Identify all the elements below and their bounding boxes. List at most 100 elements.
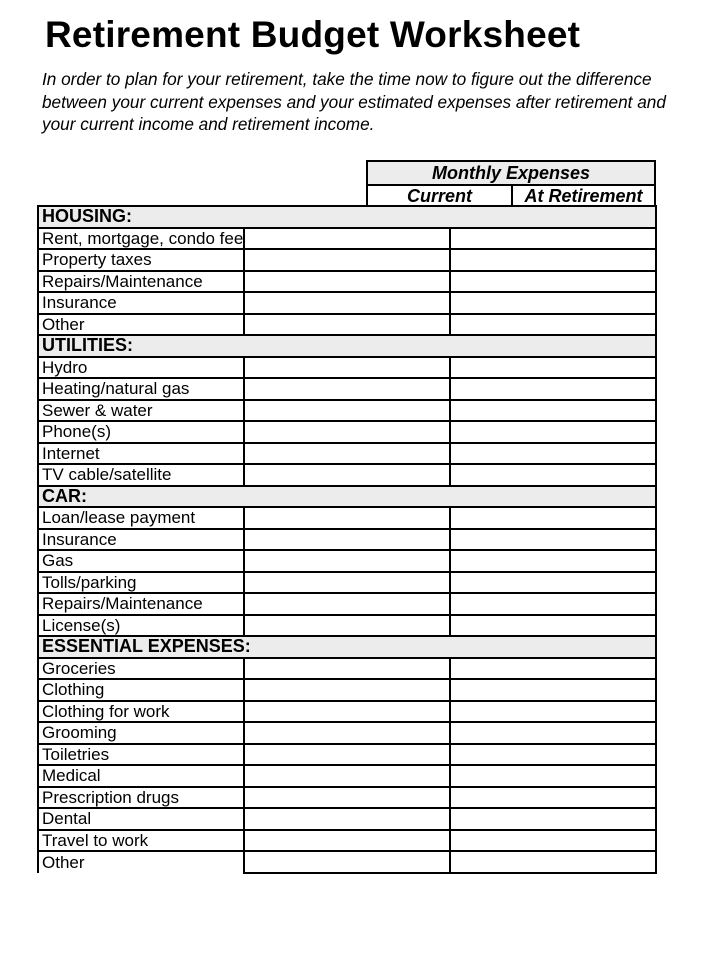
current-amount-cell[interactable]: [243, 570, 451, 594]
retirement-amount-cell[interactable]: [449, 785, 657, 809]
current-amount-cell[interactable]: [243, 248, 451, 272]
expense-label: Groceries: [37, 656, 245, 680]
section-row: HOUSING:: [37, 205, 657, 229]
retirement-amount-cell[interactable]: [449, 656, 657, 680]
table-row: Insurance: [37, 527, 657, 551]
table-row: Grooming: [37, 721, 657, 745]
current-amount-cell[interactable]: [243, 291, 451, 315]
table-row: Heating/natural gas: [37, 377, 657, 401]
expense-label: Gas: [37, 549, 245, 573]
retirement-amount-cell[interactable]: [449, 699, 657, 723]
expense-label: Insurance: [37, 291, 245, 315]
expense-label: Repairs/Maintenance: [37, 592, 245, 616]
current-amount-cell[interactable]: [243, 807, 451, 831]
monthly-expenses-label: Monthly Expenses: [368, 162, 654, 186]
expense-label: Loan/lease payment: [37, 506, 245, 530]
expense-label: Grooming: [37, 721, 245, 745]
table-row: Other: [37, 850, 657, 874]
current-amount-cell[interactable]: [243, 312, 451, 336]
current-amount-cell[interactable]: [243, 613, 451, 637]
expense-label: Rent, mortgage, condo fees: [37, 226, 245, 250]
table-row: Sewer & water: [37, 398, 657, 422]
expense-label: Sewer & water: [37, 398, 245, 422]
current-column-header: Current: [368, 186, 513, 207]
current-amount-cell[interactable]: [243, 377, 451, 401]
retirement-amount-cell[interactable]: [449, 355, 657, 379]
current-amount-cell[interactable]: [243, 785, 451, 809]
expense-label: License(s): [37, 613, 245, 637]
at-retirement-column-header: At Retirement: [524, 186, 643, 206]
expense-label: Dental: [37, 807, 245, 831]
expense-label: Heating/natural gas: [37, 377, 245, 401]
table-row: Hydro: [37, 355, 657, 379]
section-label: HOUSING:: [37, 205, 657, 229]
section-label: CAR:: [37, 484, 657, 508]
current-amount-cell[interactable]: [243, 850, 451, 874]
intro-text: In order to plan for your retirement, ta…: [42, 69, 666, 134]
retirement-amount-cell[interactable]: [449, 291, 657, 315]
current-amount-cell[interactable]: [243, 441, 451, 465]
retirement-amount-cell[interactable]: [449, 678, 657, 702]
retirement-amount-cell[interactable]: [449, 549, 657, 573]
current-amount-cell[interactable]: [243, 527, 451, 551]
table-row: Property taxes: [37, 248, 657, 272]
expense-label: Travel to work: [37, 828, 245, 852]
retirement-amount-cell[interactable]: [449, 420, 657, 444]
table-row: Repairs/Maintenance: [37, 592, 657, 616]
current-amount-cell[interactable]: [243, 678, 451, 702]
retirement-amount-cell[interactable]: [449, 828, 657, 852]
retirement-amount-cell[interactable]: [449, 506, 657, 530]
retirement-amount-cell[interactable]: [449, 441, 657, 465]
current-amount-cell[interactable]: [243, 420, 451, 444]
current-amount-cell[interactable]: [243, 742, 451, 766]
expense-label: Other: [37, 312, 245, 336]
current-amount-cell[interactable]: [243, 355, 451, 379]
retirement-amount-cell[interactable]: [449, 527, 657, 551]
retirement-amount-cell[interactable]: [449, 742, 657, 766]
current-amount-cell[interactable]: [243, 592, 451, 616]
retirement-amount-cell[interactable]: [449, 850, 657, 874]
current-amount-cell[interactable]: [243, 828, 451, 852]
retirement-amount-cell[interactable]: [449, 377, 657, 401]
retirement-amount-cell[interactable]: [449, 764, 657, 788]
current-amount-cell[interactable]: [243, 269, 451, 293]
expense-label: Phone(s): [37, 420, 245, 444]
retirement-amount-cell[interactable]: [449, 248, 657, 272]
expense-label: Repairs/Maintenance: [37, 269, 245, 293]
section-row: CAR:: [37, 484, 657, 508]
table-row: Other: [37, 312, 657, 336]
current-amount-cell[interactable]: [243, 764, 451, 788]
table-row: Clothing for work: [37, 699, 657, 723]
table-row: Medical: [37, 764, 657, 788]
table-row: Tolls/parking: [37, 570, 657, 594]
table-row: TV cable/satellite: [37, 463, 657, 487]
retirement-amount-cell[interactable]: [449, 269, 657, 293]
section-row: ESSENTIAL EXPENSES:: [37, 635, 657, 659]
expense-label: Property taxes: [37, 248, 245, 272]
retirement-amount-cell[interactable]: [449, 592, 657, 616]
retirement-amount-cell[interactable]: [449, 312, 657, 336]
current-amount-cell[interactable]: [243, 506, 451, 530]
current-amount-cell[interactable]: [243, 463, 451, 487]
current-amount-cell[interactable]: [243, 398, 451, 422]
expense-label: Clothing for work: [37, 699, 245, 723]
retirement-amount-cell[interactable]: [449, 398, 657, 422]
page-title: Retirement Budget Worksheet: [45, 14, 581, 55]
retirement-amount-cell[interactable]: [449, 463, 657, 487]
table-row: Groceries: [37, 656, 657, 680]
current-amount-cell[interactable]: [243, 226, 451, 250]
current-amount-cell[interactable]: [243, 656, 451, 680]
expense-label: Medical: [37, 764, 245, 788]
retirement-amount-cell[interactable]: [449, 570, 657, 594]
retirement-amount-cell[interactable]: [449, 226, 657, 250]
current-amount-cell[interactable]: [243, 721, 451, 745]
table-row: Clothing: [37, 678, 657, 702]
retirement-amount-cell[interactable]: [449, 807, 657, 831]
table-row: Internet: [37, 441, 657, 465]
current-amount-cell[interactable]: [243, 699, 451, 723]
retirement-amount-cell[interactable]: [449, 721, 657, 745]
table-row: Toiletries: [37, 742, 657, 766]
retirement-amount-cell[interactable]: [449, 613, 657, 637]
section-row: UTILITIES:: [37, 334, 657, 358]
current-amount-cell[interactable]: [243, 549, 451, 573]
